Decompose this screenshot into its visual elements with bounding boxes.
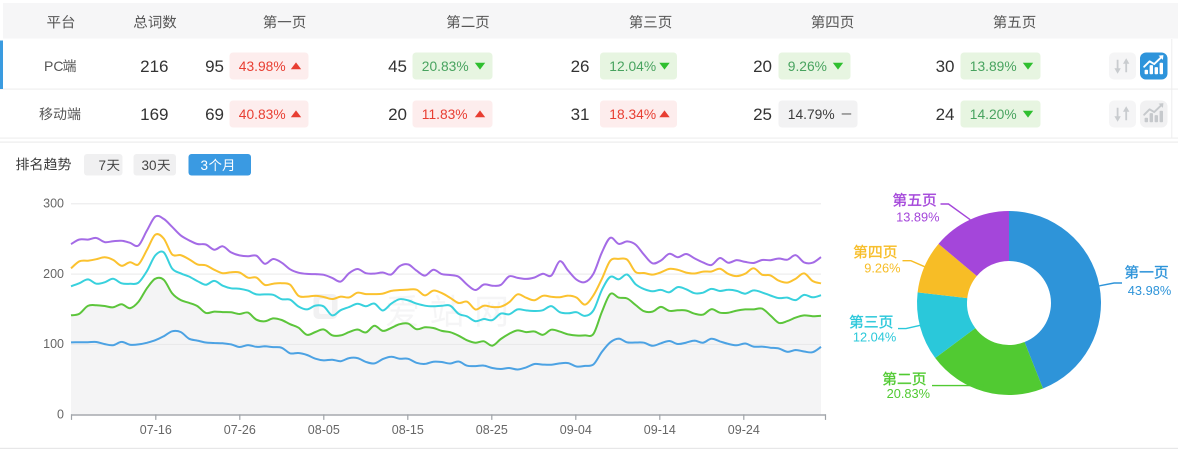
svg-text:9.26%: 9.26% [864, 261, 900, 276]
svg-text:08-05: 08-05 [308, 423, 340, 437]
svg-text:300: 300 [43, 197, 64, 211]
svg-text:09-04: 09-04 [560, 423, 592, 437]
svg-text:20.83%: 20.83% [422, 59, 469, 74]
svg-text:95: 95 [205, 57, 224, 76]
svg-text:31: 31 [571, 105, 590, 124]
svg-text:09-14: 09-14 [644, 423, 676, 437]
svg-text:169: 169 [140, 105, 168, 124]
svg-text:26: 26 [571, 57, 590, 76]
svg-text:12.04%: 12.04% [609, 59, 656, 74]
svg-text:40.83%: 40.83% [239, 107, 286, 122]
svg-text:200: 200 [43, 267, 64, 281]
svg-text:100: 100 [43, 337, 64, 351]
svg-text:45: 45 [388, 57, 407, 76]
svg-text:20.83%: 20.83% [887, 386, 930, 401]
svg-text:24: 24 [936, 105, 955, 124]
svg-text:07-16: 07-16 [140, 423, 172, 437]
svg-text:PC: PC [44, 58, 63, 74]
svg-text:43.98%: 43.98% [239, 59, 286, 74]
svg-text:20: 20 [753, 57, 772, 76]
svg-text:30: 30 [142, 158, 157, 173]
svg-text:69: 69 [205, 105, 224, 124]
svg-text:14.20%: 14.20% [970, 107, 1017, 122]
svg-text:08-25: 08-25 [476, 423, 508, 437]
svg-text:25: 25 [753, 105, 772, 124]
svg-text:08-15: 08-15 [392, 423, 424, 437]
svg-text:7: 7 [99, 158, 107, 173]
svg-text:43.98%: 43.98% [1128, 283, 1171, 298]
svg-text:18.34%: 18.34% [609, 107, 656, 122]
svg-text:14.79%: 14.79% [788, 107, 835, 122]
svg-text:0: 0 [57, 408, 64, 422]
svg-text:13.89%: 13.89% [896, 209, 939, 224]
svg-text:216: 216 [140, 57, 168, 76]
svg-text:07-26: 07-26 [224, 423, 256, 437]
svg-text:20: 20 [388, 105, 407, 124]
svg-text:3: 3 [201, 158, 209, 173]
svg-text:11.83%: 11.83% [422, 107, 468, 122]
svg-text:9.26%: 9.26% [788, 59, 827, 74]
svg-text:12.04%: 12.04% [853, 329, 896, 344]
svg-text:30: 30 [936, 57, 955, 76]
svg-text:09-24: 09-24 [728, 423, 760, 437]
svg-text:13.89%: 13.89% [970, 59, 1017, 74]
